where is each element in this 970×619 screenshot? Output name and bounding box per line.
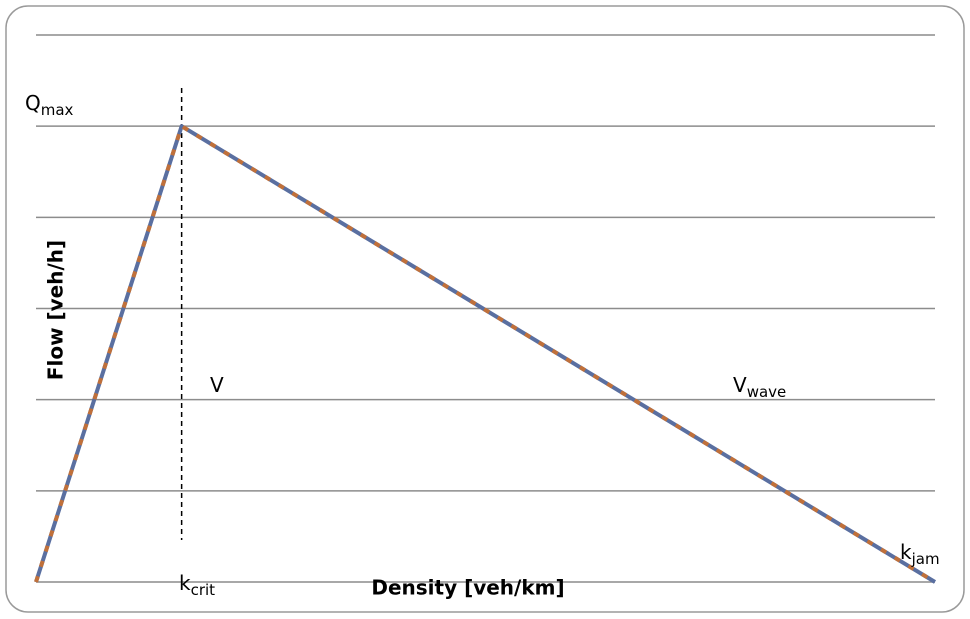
annotation: V	[210, 373, 224, 397]
annotation-subscript: jam	[911, 550, 940, 568]
x-axis-label: Density [veh/km]	[371, 576, 564, 600]
annotation-text: k	[179, 571, 191, 595]
flow-density-line	[34, 124, 937, 584]
annotation-text: Q	[25, 91, 41, 115]
annotation-text: V	[210, 373, 224, 397]
annotation: kcrit	[179, 571, 215, 599]
annotation: kjam	[900, 540, 940, 568]
annotation-text: V	[733, 373, 747, 397]
annotation-subscript: max	[41, 101, 74, 119]
annotation-text: k	[900, 540, 912, 564]
annotation: Vwave	[733, 373, 786, 401]
annotation: Qmax	[25, 91, 74, 119]
annotation-subscript: crit	[191, 581, 216, 599]
annotation-subscript: wave	[747, 383, 787, 401]
y-axis-label: Flow [veh/h]	[44, 240, 68, 380]
